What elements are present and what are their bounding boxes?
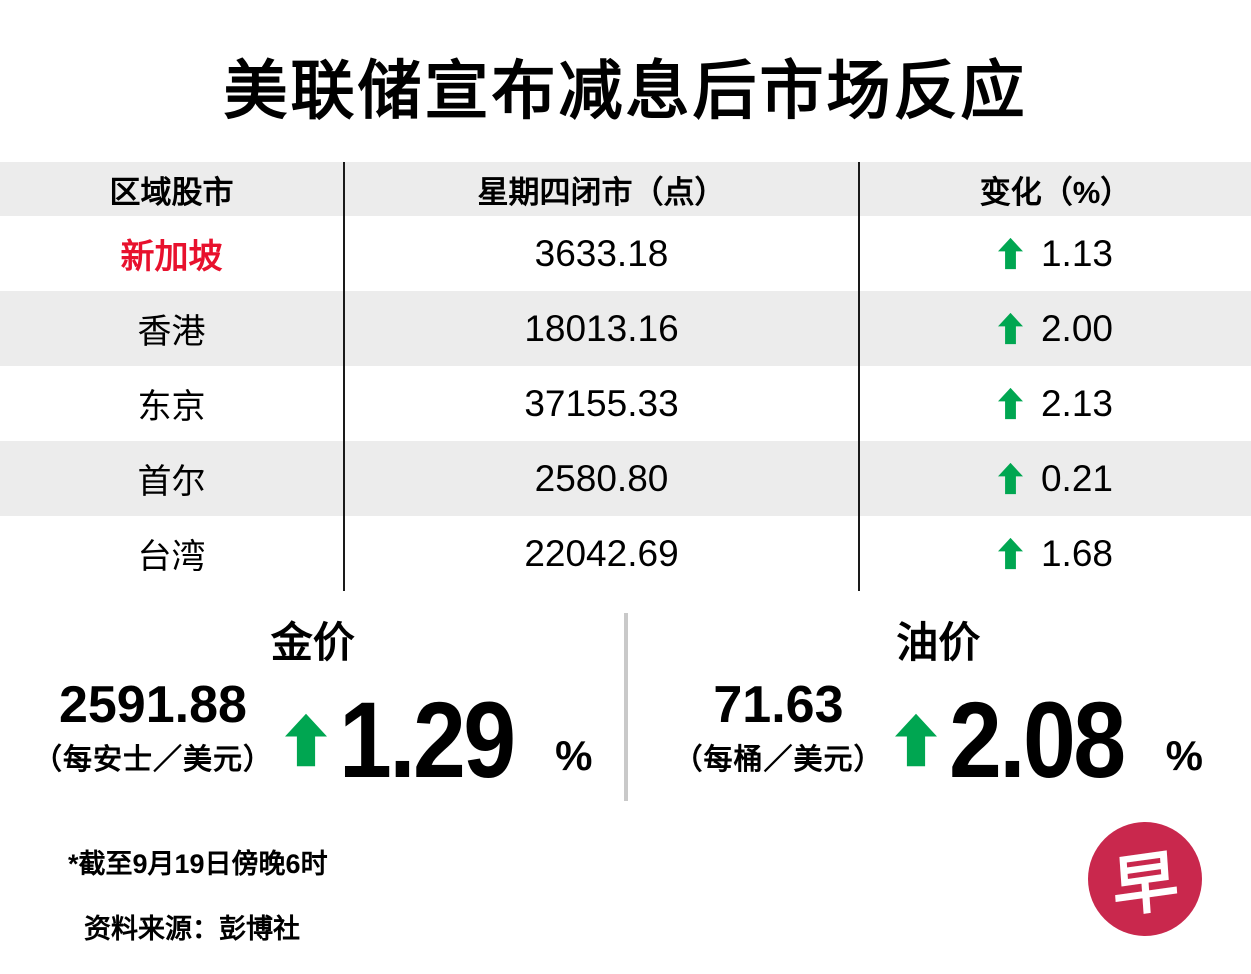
market-name: 首尔 [0, 441, 345, 516]
close-value: 3633.18 [345, 216, 860, 291]
logo-glyph: 早 [1110, 844, 1181, 927]
change-value: 1.13 [1040, 232, 1113, 274]
header-close: 星期四闭市（点） [345, 162, 860, 216]
change-value: 1.68 [1040, 532, 1113, 574]
table-row: 台湾 22042.69 1.68 [0, 516, 1251, 591]
table-row: 东京 37155.33 2.13 [0, 366, 1251, 441]
markets-table: 区域股市 星期四闭市（点） 变化（%） 新加坡 3633.18 1.13 香港 … [0, 162, 1251, 591]
up-arrow-icon [997, 537, 1023, 570]
market-name: 新加坡 [0, 216, 345, 291]
table-header-row: 区域股市 星期四闭市（点） 变化（%） [0, 162, 1251, 216]
gold-percent-sign: % [555, 731, 593, 779]
header-change: 变化（%） [979, 174, 1132, 210]
gold-body: 2591.88 （每安士／美元） 1.29 % [33, 676, 593, 800]
close-value: 37155.33 [345, 366, 860, 441]
footnote-asof: *截至9月19日傍晚6时 [68, 849, 328, 879]
gold-title: 金价 [270, 619, 355, 666]
oil-body: 71.63 （每桶／美元） 2.08 % [673, 676, 1204, 800]
table-row: 香港 18013.16 2.00 [0, 291, 1251, 366]
gold-change: 1.29 [338, 678, 516, 800]
gold-price-block: 2591.88 （每安士／美元） [33, 676, 273, 778]
market-name: 台湾 [0, 516, 345, 591]
oil-unit: （每桶／美元） [673, 743, 884, 776]
close-value: 2580.80 [345, 441, 860, 516]
up-arrow-icon [997, 237, 1023, 270]
oil-price: 71.63 [713, 676, 844, 734]
zaobao-logo: 早 [1088, 822, 1202, 936]
up-arrow-icon [997, 387, 1023, 420]
oil-title: 油价 [896, 619, 981, 666]
up-arrow-icon [997, 312, 1023, 345]
gold-price: 2591.88 [58, 676, 247, 734]
table-row: 首尔 2580.80 0.21 [0, 441, 1251, 516]
oil-section: 油价 71.63 （每桶／美元） 2.08 % [626, 605, 1251, 815]
table-row: 新加坡 3633.18 1.13 [0, 216, 1251, 291]
market-name: 东京 [0, 366, 345, 441]
change-cell: 2.13 [860, 366, 1251, 441]
change-cell: 1.68 [860, 516, 1251, 591]
change-cell: 2.00 [860, 291, 1251, 366]
change-cell: 1.13 [860, 216, 1251, 291]
header-market: 区域股市 [0, 162, 345, 216]
gold-section: 金价 2591.88 （每安士／美元） 1.29 % [0, 605, 626, 815]
close-value: 22042.69 [345, 516, 860, 591]
gold-unit: （每安士／美元） [32, 743, 273, 776]
change-value: 2.00 [1040, 307, 1113, 349]
commodities-panel: 金价 2591.88 （每安士／美元） 1.29 % 油价 71.63 （每桶／… [0, 605, 1251, 815]
oil-percent-sign: % [1165, 731, 1204, 779]
vertical-divider [623, 613, 628, 801]
market-name: 香港 [0, 291, 345, 366]
up-arrow-icon [997, 462, 1023, 495]
up-arrow-icon [284, 713, 327, 767]
change-cell: 0.21 [860, 441, 1251, 516]
change-value: 0.21 [1040, 457, 1113, 499]
change-value: 2.13 [1040, 382, 1113, 424]
oil-price-block: 71.63 （每桶／美元） [673, 676, 883, 778]
footnotes: *截至9月19日傍晚6时 资料来源：彭博社 [68, 842, 328, 946]
page-title: 美联储宣布减息后市场反应 [223, 55, 1028, 127]
oil-change: 2.08 [949, 678, 1126, 800]
close-value: 18013.16 [345, 291, 860, 366]
footnote-source: 资料来源：彭博社 [84, 914, 300, 944]
up-arrow-icon [895, 713, 938, 767]
